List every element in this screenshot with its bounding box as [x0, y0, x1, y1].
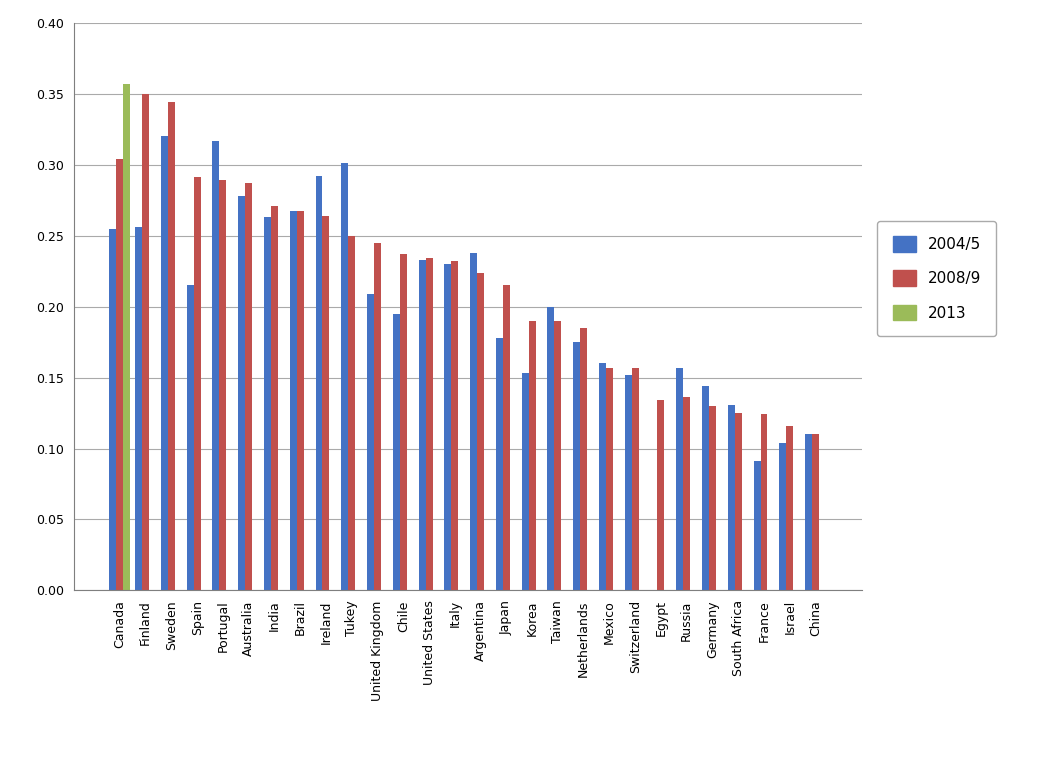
Bar	[812, 435, 819, 590]
Bar	[374, 243, 382, 590]
Bar	[709, 406, 716, 590]
Bar	[264, 217, 271, 590]
Bar	[367, 294, 374, 590]
Bar	[470, 253, 477, 590]
Bar	[187, 285, 193, 590]
Bar	[477, 273, 485, 590]
Bar	[658, 400, 664, 590]
Bar	[239, 196, 245, 590]
Bar	[109, 229, 117, 590]
Bar	[426, 258, 433, 590]
Bar	[624, 375, 632, 590]
Bar	[632, 368, 639, 590]
Bar	[445, 264, 451, 590]
Bar	[580, 328, 588, 590]
Bar	[290, 211, 296, 590]
Bar	[323, 216, 329, 590]
Bar	[296, 211, 304, 590]
Bar	[606, 368, 613, 590]
Bar	[220, 180, 226, 590]
Bar	[161, 136, 168, 590]
Bar	[418, 260, 426, 590]
Bar	[496, 338, 502, 590]
Bar	[348, 235, 355, 590]
Bar	[117, 159, 123, 590]
Bar	[754, 461, 761, 590]
Bar	[342, 164, 348, 590]
Bar	[548, 307, 554, 590]
Bar	[735, 413, 742, 590]
Legend: 2004/5, 2008/9, 2013: 2004/5, 2008/9, 2013	[878, 220, 996, 336]
Bar	[529, 321, 536, 590]
Bar	[212, 141, 220, 590]
Bar	[451, 261, 458, 590]
Bar	[599, 363, 606, 590]
Bar	[805, 435, 812, 590]
Bar	[727, 404, 735, 590]
Bar	[142, 94, 149, 590]
Bar	[399, 254, 407, 590]
Bar	[521, 373, 529, 590]
Bar	[193, 177, 201, 590]
Bar	[554, 321, 561, 590]
Bar	[502, 285, 510, 590]
Bar	[315, 176, 323, 590]
Bar	[676, 368, 683, 590]
Bar	[168, 102, 174, 590]
Bar	[393, 313, 399, 590]
Bar	[136, 227, 142, 590]
Bar	[683, 397, 691, 590]
Bar	[702, 386, 709, 590]
Bar	[573, 342, 580, 590]
Bar	[761, 415, 767, 590]
Bar	[271, 206, 277, 590]
Bar	[786, 425, 794, 590]
Bar	[245, 183, 252, 590]
Bar	[780, 443, 786, 590]
Bar	[123, 84, 130, 590]
